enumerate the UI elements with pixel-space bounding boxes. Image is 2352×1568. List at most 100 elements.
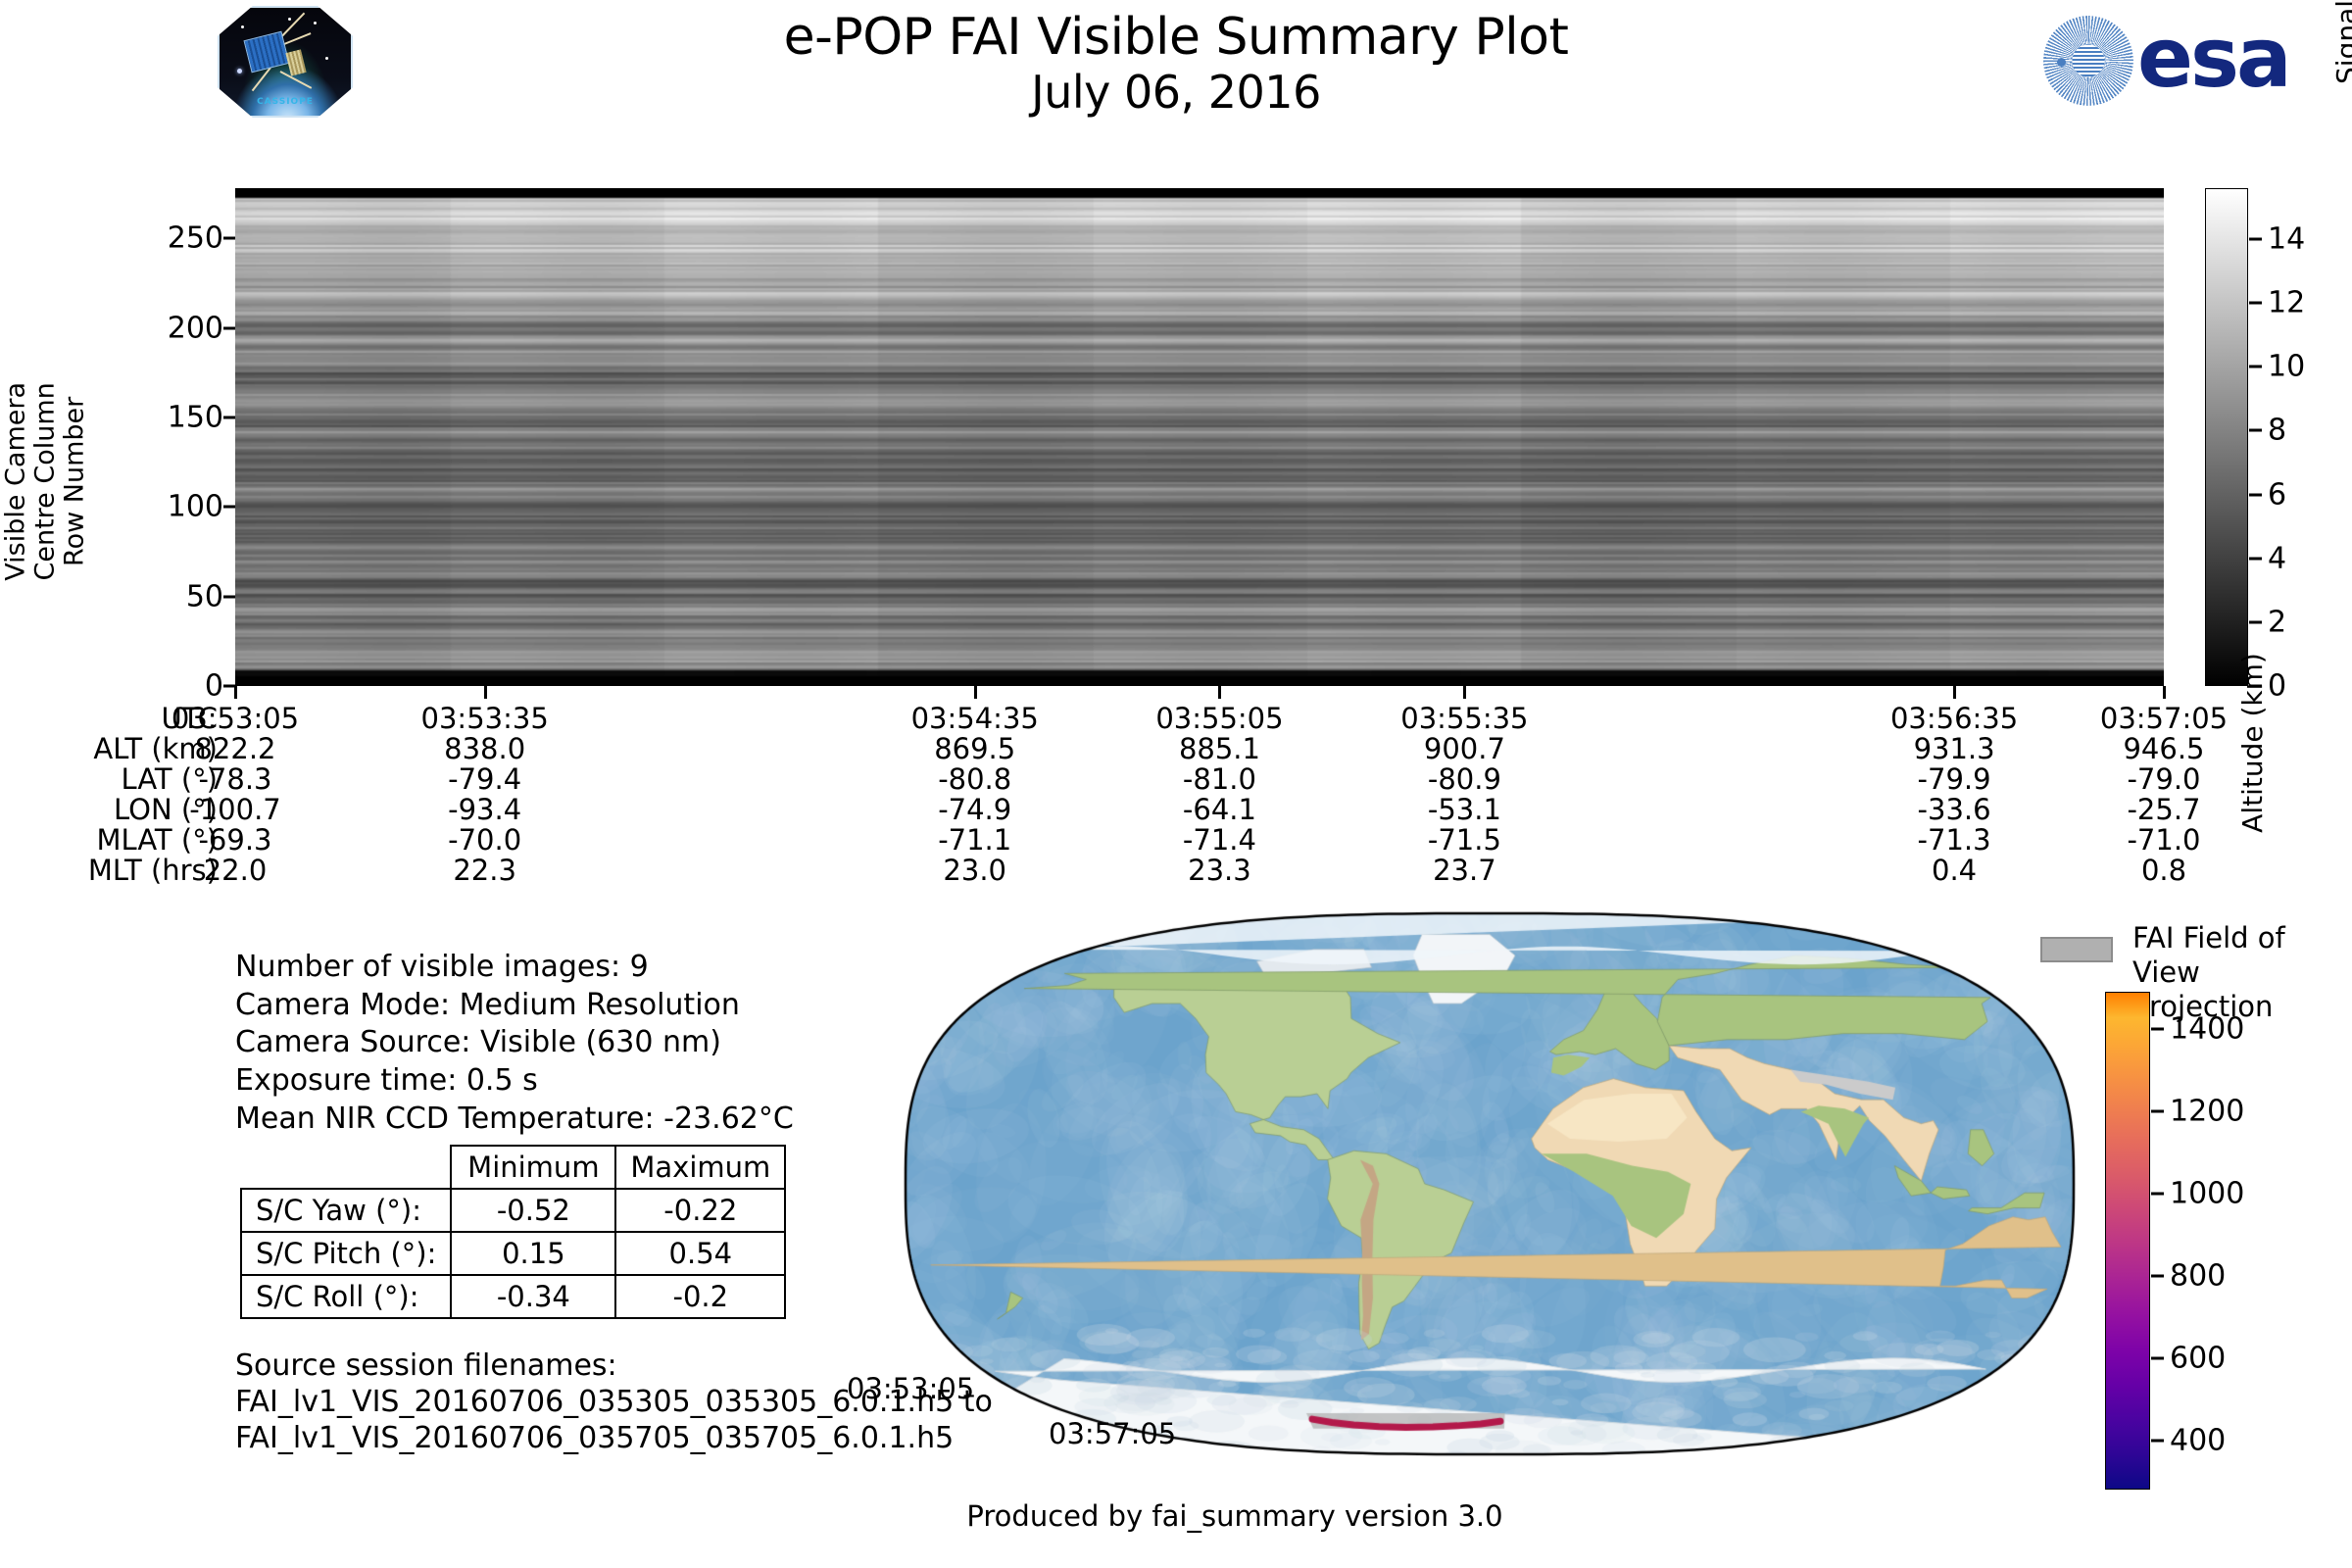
ephemeris-row-label: UTC (161, 702, 219, 735)
ephemeris-cell: 03:53:35 (420, 702, 549, 735)
ephemeris-cell: -71.3 (1917, 823, 1991, 857)
ephemeris-cell: 900.7 (1423, 732, 1505, 765)
altitude-colorbar-label-1200: 1200 (2170, 1094, 2245, 1129)
y-tick-mark (223, 505, 235, 509)
x-tick-mark (234, 686, 237, 699)
cassiope-solar-panel (243, 30, 290, 74)
y-tick-mark (223, 236, 235, 240)
ephemeris-cell: -71.5 (1427, 823, 1501, 857)
footer-text: Produced by fai_summary version 3.0 (966, 1499, 1503, 1533)
attitude-row-label: S/C Pitch (°): (239, 1231, 453, 1276)
attitude-max-value: -0.22 (614, 1188, 787, 1233)
signal-colorbar-tick (2249, 301, 2262, 305)
ephemeris-cell: -33.6 (1917, 793, 1991, 826)
fov-legend-text: FAI Field of View Projection (2132, 921, 2344, 1023)
fov-legend-swatch (2040, 937, 2113, 962)
signal-colorbar-tick (2249, 365, 2262, 368)
fov-legend-line2: View Projection (2132, 955, 2274, 1023)
source-filename-last: FAI_lv1_VIS_20160706_035705_035705_6.0.1… (235, 1421, 955, 1456)
ephemeris-cell: -70.0 (448, 823, 522, 857)
signal-colorbar-label-14: 14 (2268, 221, 2306, 257)
signal-colorbar-label-4: 4 (2268, 541, 2287, 576)
orbit-start-time-label: 03:53:05 (847, 1372, 975, 1405)
attitude-min-value: -0.34 (450, 1274, 617, 1319)
y-tick-label-200: 200 (167, 311, 223, 346)
ephemeris-cell: -79.4 (448, 762, 522, 796)
ephemeris-cell: -69.3 (198, 823, 272, 857)
altitude-colorbar-label-600: 600 (2170, 1341, 2227, 1376)
heatmap-y-axis: 0 50 100 150 200 250 (0, 188, 235, 704)
signal-colorbar-tick (2249, 620, 2262, 624)
attitude-table-row: S/C Pitch (°): 0.15 0.54 (239, 1231, 787, 1276)
ephemeris-cell: 03:54:35 (910, 702, 1039, 735)
source-filenames-block: Source session filenames: FAI_lv1_VIS_20… (235, 1348, 993, 1457)
attitude-max-value: 0.54 (614, 1231, 787, 1276)
signal-colorbar-gradient (2205, 188, 2248, 686)
ephemeris-cell: 931.3 (1913, 732, 1995, 765)
ephemeris-cell: -71.1 (938, 823, 1012, 857)
ephemeris-row: LAT (°) -78.3 -79.4 -80.8 -81.0 -80.9 -79.9 -79… (0, 762, 2352, 796)
ephemeris-cell: -80.8 (938, 762, 1012, 796)
ephemeris-cell: -81.0 (1182, 762, 1256, 796)
altitude-colorbar-label-1000: 1000 (2170, 1176, 2245, 1211)
attitude-table-row: S/C Yaw (°): -0.52 -0.22 (239, 1188, 787, 1233)
signal-colorbar-tick (2249, 237, 2262, 241)
signal-colorbar-tick (2249, 557, 2262, 561)
session-info-line-1: Camera Mode: Medium Resolution (235, 987, 740, 1022)
attitude-col-maximum: Maximum (614, 1145, 787, 1190)
ephemeris-cell: 23.3 (1188, 854, 1251, 887)
ephemeris-row: MLT (hrs) 22.0 22.3 23.0 23.3 23.7 0.4 0.8 (0, 854, 2352, 887)
ephemeris-row: MLAT (°) -69.3 -70.0 -71.1 -71.4 -71.5 -71.3 -7… (0, 823, 2352, 857)
esa-logo-icon: esa (2043, 10, 2337, 107)
ephemeris-row-label: LAT (°) (121, 762, 218, 796)
signal-colorbar-label-8: 8 (2268, 413, 2287, 448)
session-info-line-3: Exposure time: 0.5 s (235, 1063, 538, 1099)
heatmap-panel (235, 188, 2164, 686)
ephemeris-cell: 946.5 (2123, 732, 2205, 765)
altitude-colorbar-label-1400: 1400 (2170, 1011, 2245, 1047)
ephemeris-cell: -25.7 (2127, 793, 2201, 826)
signal-colorbar-label-6: 6 (2268, 477, 2287, 513)
y-tick-mark (223, 326, 235, 330)
esa-wordmark: esa (2137, 10, 2292, 106)
ephemeris-cell: 22.3 (453, 854, 516, 887)
y-axis-label-line: Row Number (60, 396, 91, 566)
y-tick-label-50: 50 (185, 579, 223, 614)
y-tick-label-100: 100 (167, 489, 223, 524)
ephemeris-cell: -100.7 (189, 793, 281, 826)
y-tick-label-250: 250 (167, 220, 223, 256)
heatmap-y-axis-label: Visible Camera Centre Column Row Number (1, 275, 91, 687)
x-tick-mark (1953, 686, 1957, 699)
session-info-line-0: Number of visible images: 9 (235, 950, 649, 984)
signal-colorbar-label-0: 0 (2268, 668, 2287, 704)
cassiope-logo-icon: CASSIOPE (218, 6, 353, 118)
ephemeris-cell: -93.4 (448, 793, 522, 826)
ephemeris-cell: 03:56:35 (1889, 702, 2019, 735)
ephemeris-row: ALT (km) 822.2 838.0 869.5 885.1 900.7 931.3 94… (0, 732, 2352, 765)
x-tick-mark (973, 686, 977, 699)
cassiope-hex-frame: CASSIOPE (218, 6, 353, 118)
ephemeris-row-label: LON (°) (114, 793, 218, 826)
altitude-colorbar-label-400: 400 (2170, 1423, 2227, 1458)
footer: Produced by fai_summary version 3.0 (0, 1499, 2352, 1533)
x-tick-mark (2163, 686, 2166, 699)
ephemeris-cell: 838.0 (444, 732, 526, 765)
attitude-table-row: S/C Roll (°): -0.34 -0.2 (239, 1274, 787, 1319)
ephemeris-cell: 869.5 (934, 732, 1016, 765)
orbit-end-time-label: 03:57:05 (1049, 1417, 1177, 1450)
altitude-colorbar-tick (2151, 1439, 2164, 1443)
signal-colorbar-label-12: 12 (2268, 285, 2306, 320)
attitude-table-body: S/C Yaw (°): -0.52 -0.22 S/C Pitch (°): 0.15… (239, 1188, 787, 1319)
ephemeris-cell: 22.0 (203, 854, 268, 887)
attitude-max-value: -0.2 (614, 1274, 787, 1319)
attitude-table-corner (241, 1146, 451, 1189)
y-tick-label-150: 150 (167, 400, 223, 435)
x-tick-mark (1218, 686, 1222, 699)
attitude-row-label: S/C Roll (°): (239, 1274, 453, 1319)
ephemeris-cell: 822.2 (194, 732, 276, 765)
altitude-colorbar-tick (2151, 1192, 2164, 1196)
ephemeris-cell: -64.1 (1182, 793, 1256, 826)
signal-colorbar-label-10: 10 (2268, 349, 2306, 384)
signal-colorbar-title: Signal (Kilorayleighs) (2330, 0, 2352, 188)
